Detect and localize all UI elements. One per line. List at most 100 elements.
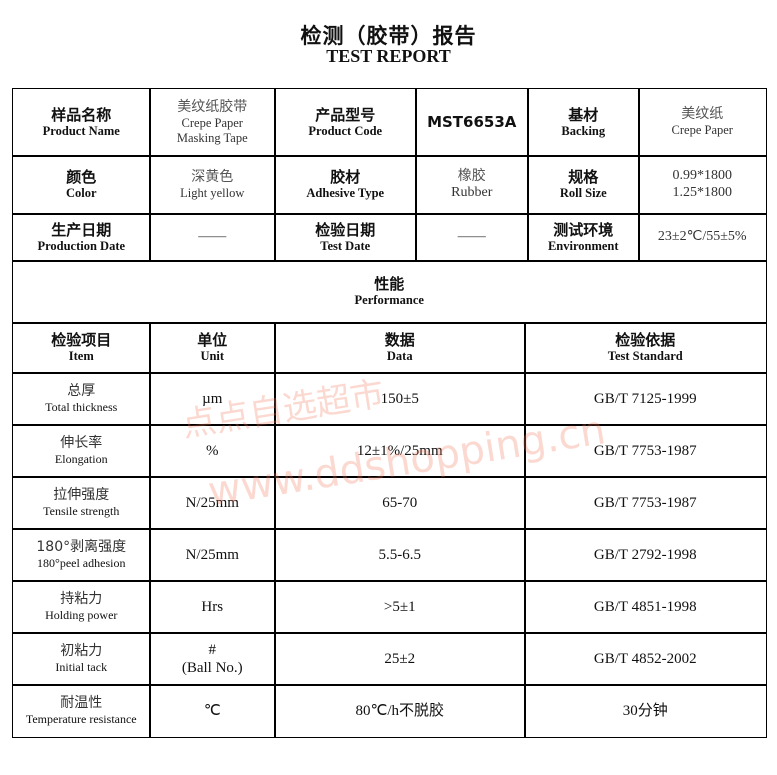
cell-text: 1.25*1800 (672, 184, 733, 200)
cell-text: 颜色 (66, 168, 97, 187)
value-cell: 美纹纸胶带 Crepe Paper Masking Tape (149, 88, 276, 157)
cell-text: 拉伸强度 (53, 487, 110, 504)
item-cell: 持粘力 Holding power (12, 580, 151, 634)
unit-cell: Hrs (149, 580, 276, 634)
value-cell: 美纹纸 Crepe Paper (638, 88, 767, 157)
standard-cell: GB/T 7753-1987 (524, 476, 767, 530)
cell-text: GB/T 7753-1987 (593, 442, 697, 459)
cell-text: Data (386, 349, 413, 364)
report-title-en: TEST REPORT (326, 46, 451, 66)
cell-text: Crepe Paper (181, 115, 243, 130)
cell-text: 样品名称 (51, 105, 112, 124)
value-cell: —— (149, 213, 276, 262)
cell-text: ℃ (203, 702, 221, 719)
cell-text: Holding power (45, 607, 118, 622)
cell-text: 耐温性 (60, 695, 103, 712)
unit-cell: ℃ (149, 684, 276, 738)
item-cell: 耐温性 Temperature resistance (12, 684, 151, 738)
cell-text: 25±2 (384, 650, 416, 667)
performance-header: 性能 Performance (12, 260, 767, 324)
cell-text: Initial tack (55, 659, 108, 674)
item-cell: 初粘力 Initial tack (12, 632, 151, 686)
data-cell: 12±1%/25mm (274, 424, 526, 478)
label-cell: 产品型号 Product Code (274, 88, 417, 157)
unit-cell: # (Ball No.) (149, 632, 276, 686)
cell-text: 美纹纸胶带 (177, 98, 248, 115)
cell-text: Environment (547, 238, 619, 253)
cell-text: µm (202, 390, 223, 407)
cell-text: # (208, 641, 217, 658)
cell-text: Elongation (54, 451, 108, 466)
cell-text: 23±2℃/55±5% (657, 228, 747, 244)
standard-cell: GB/T 7753-1987 (524, 424, 767, 478)
cell-text: —— (198, 228, 227, 244)
cell-text: Masking Tape (176, 130, 248, 145)
cell-text: 持粘力 (60, 591, 103, 608)
value-cell: 23±2℃/55±5% (638, 213, 767, 262)
item-cell: 伸长率 Elongation (12, 424, 151, 478)
cell-text: GB/T 7125-1999 (593, 390, 697, 407)
item-cell: 拉伸强度 Tensile strength (12, 476, 151, 530)
label-cell: 检验日期 Test Date (274, 213, 417, 262)
cell-text: 总厚 (67, 383, 96, 400)
cell-text: Production Date (37, 238, 126, 253)
item-cell: 总厚 Total thickness (12, 372, 151, 426)
cell-text: 深黄色 (191, 168, 234, 185)
cell-text: 规格 (568, 168, 599, 187)
cell-text: (Ball No.) (181, 659, 243, 676)
unit-cell: N/25mm (149, 476, 276, 530)
cell-text: 5.5-6.5 (378, 546, 422, 563)
value-cell: —— (415, 213, 529, 262)
cell-text: Performance (354, 293, 424, 308)
cell-text: Crepe Paper (671, 123, 733, 138)
unit-cell: µm (149, 372, 276, 426)
standard-cell: GB/T 4852-2002 (524, 632, 767, 686)
cell-text: 65-70 (382, 494, 418, 511)
item-cell: 180°剥离强度 180°peel adhesion (12, 528, 151, 582)
cell-text: 基材 (568, 105, 599, 124)
label-cell: 生产日期 Production Date (12, 213, 151, 262)
column-header: 数据 Data (274, 322, 526, 374)
cell-text: 生产日期 (51, 220, 112, 239)
cell-text: 180°剥离强度 (36, 539, 127, 556)
label-cell: 规格 Roll Size (527, 155, 640, 215)
cell-text: N/25mm (185, 546, 239, 563)
column-header: 单位 Unit (149, 322, 276, 374)
standard-cell: GB/T 4851-1998 (524, 580, 767, 634)
cell-text: Test Standard (607, 349, 683, 364)
cell-text: GB/T 7753-1987 (593, 494, 697, 511)
cell-text: 80℃/h不脱胶 (355, 702, 444, 719)
cell-text: Total thickness (45, 399, 118, 414)
label-cell: 胶材 Adhesive Type (274, 155, 417, 215)
cell-text: Backing (561, 123, 606, 138)
cell-text: 胶材 (330, 168, 361, 187)
cell-text: 单位 (197, 331, 228, 350)
data-cell: 80℃/h不脱胶 (274, 684, 526, 738)
cell-text: GB/T 4851-1998 (593, 598, 697, 615)
cell-text: Product Code (308, 123, 383, 138)
cell-text: Temperature resistance (25, 711, 137, 726)
cell-text: Roll Size (559, 186, 607, 201)
cell-text: 测试环境 (553, 220, 614, 239)
cell-text: >5±1 (383, 598, 416, 615)
standard-cell: GB/T 2792-1998 (524, 528, 767, 582)
data-cell: 150±5 (274, 372, 526, 426)
cell-text: 180°peel adhesion (37, 555, 126, 570)
data-cell: 5.5-6.5 (274, 528, 526, 582)
data-cell: 65-70 (274, 476, 526, 530)
cell-text: 12±1%/25mm (356, 442, 443, 459)
cell-text: N/25mm (185, 494, 239, 511)
data-cell: 25±2 (274, 632, 526, 686)
unit-cell: N/25mm (149, 528, 276, 582)
cell-text: Adhesive Type (306, 186, 385, 201)
value-cell: 0.99*1800 1.25*1800 (638, 155, 767, 215)
cell-text: 150±5 (380, 390, 419, 407)
cell-text: Color (65, 186, 97, 201)
cell-text: GB/T 2792-1998 (593, 546, 697, 563)
cell-text: 检验依据 (615, 331, 676, 350)
column-header: 检验项目 Item (12, 322, 151, 374)
cell-text: 性能 (374, 275, 405, 294)
cell-text: 产品型号 (315, 105, 376, 124)
cell-text: Light yellow (180, 185, 245, 200)
cell-text: 0.99*1800 (672, 167, 733, 183)
